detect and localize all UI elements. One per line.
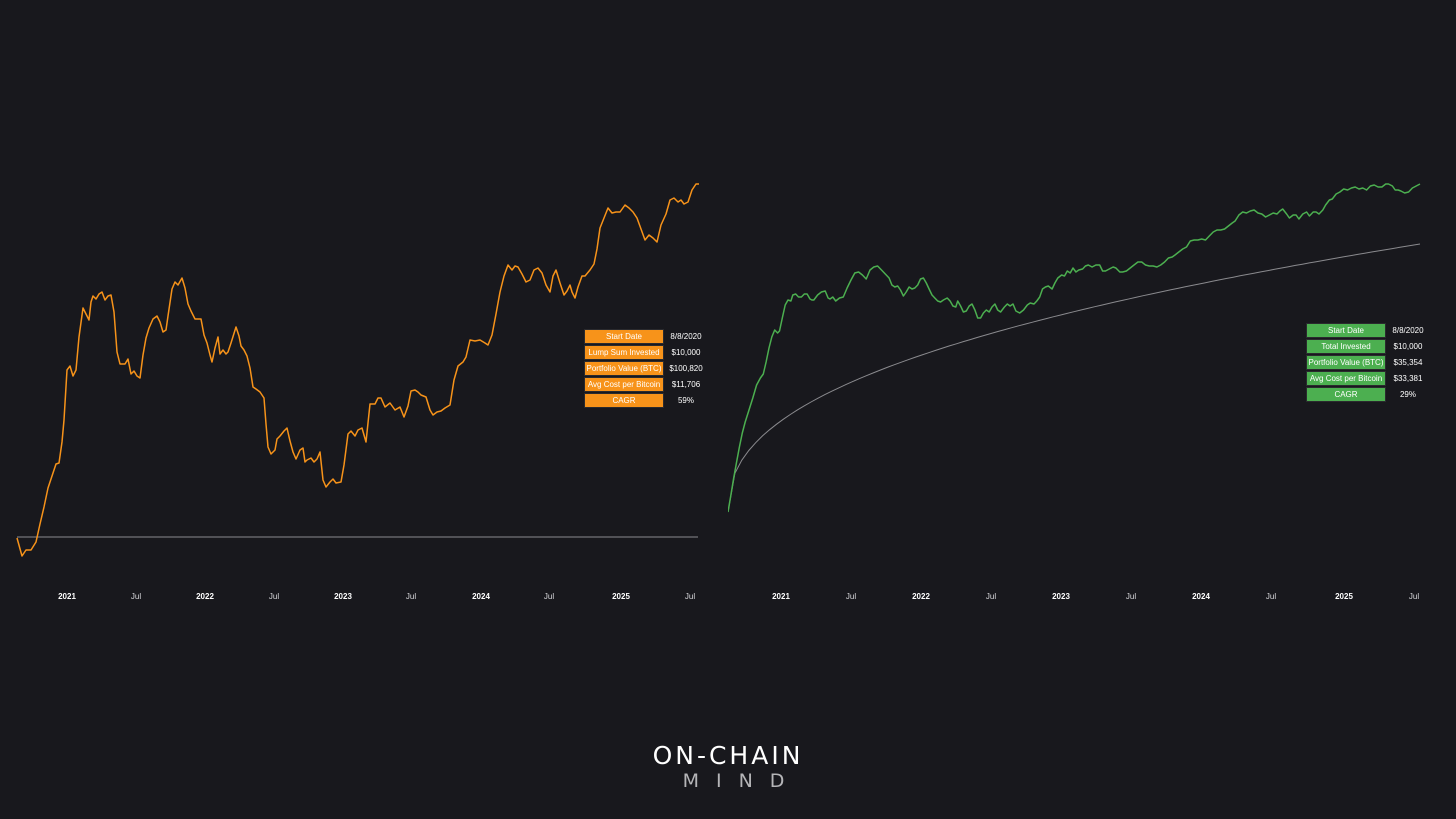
table-row: Start Date 8/8/2020: [1306, 323, 1428, 338]
stat-label: CAGR: [1306, 387, 1386, 402]
x-tick-label: 2025: [612, 592, 630, 601]
stat-value: $35,354: [1393, 358, 1423, 367]
x-tick-label: Jul: [684, 592, 696, 601]
stat-label: Start Date: [584, 329, 664, 344]
stat-value: 8/8/2020: [1392, 326, 1424, 335]
stat-value: 29%: [1399, 390, 1416, 399]
x-tick-label: 2025: [1335, 592, 1353, 601]
table-row: CAGR 29%: [1306, 387, 1428, 402]
stat-value: 59%: [677, 396, 694, 405]
table-row: Avg Cost per Bitcoin $11,706: [584, 377, 706, 392]
stat-value: $33,381: [1393, 374, 1423, 383]
x-tick-label: 2024: [1192, 592, 1210, 601]
x-tick-label: 2023: [334, 592, 352, 601]
table-row: Lump Sum Invested $10,000: [584, 345, 706, 360]
table-row: CAGR 59%: [584, 393, 706, 408]
x-tick-label: 2022: [912, 592, 930, 601]
stat-label: CAGR: [584, 393, 664, 408]
x-tick-label: 2021: [58, 592, 76, 601]
x-tick-label: Jul: [405, 592, 417, 601]
stat-label: Total Invested: [1306, 339, 1386, 354]
stat-label: Portfolio Value (BTC): [584, 361, 664, 376]
portfolio-value-line: [728, 183, 1421, 513]
stat-label: Start Date: [1306, 323, 1386, 338]
table-row: Portfolio Value (BTC) $100,820: [584, 361, 706, 376]
x-tick-label: 2024: [472, 592, 490, 601]
lump-sum-stats-table: Start Date 8/8/2020 Lump Sum Invested $10,…: [584, 328, 706, 409]
lump-sum-plot-area: [16, 183, 699, 557]
x-tick-label: Jul: [1125, 592, 1137, 601]
table-row: Portfolio Value (BTC) $35,354: [1306, 355, 1428, 370]
table-row: Start Date 8/8/2020: [584, 329, 706, 344]
lump-sum-chart: 2021 Jul 2022 Jul 2023 Jul 2024 Jul 2025 Jul Star…: [0, 0, 728, 620]
stat-value: $100,820: [669, 364, 703, 373]
table-row: Total Invested $10,000: [1306, 339, 1428, 354]
portfolio-value-line: [16, 183, 699, 557]
x-tick-label: 2021: [772, 592, 790, 601]
stat-value: 8/8/2020: [670, 332, 702, 341]
x-tick-label: Jul: [1265, 592, 1277, 601]
x-tick-label: Jul: [543, 592, 555, 601]
x-tick-label: Jul: [130, 592, 142, 601]
logo-wordmark-bottom: MIND: [682, 770, 802, 792]
stat-label: Lump Sum Invested: [584, 345, 664, 360]
stat-label: Portfolio Value (BTC): [1306, 355, 1386, 370]
table-row: Avg Cost per Bitcoin $33,381: [1306, 371, 1428, 386]
total-invested-curve: [728, 243, 1421, 513]
x-tick-label: Jul: [1408, 592, 1420, 601]
x-tick-label: 2023: [1052, 592, 1070, 601]
dca-stats-table: Start Date 8/8/2020 Total Invested $10,000…: [1306, 322, 1428, 403]
dca-plot-area: [728, 183, 1421, 513]
logo-wordmark-top: ON-CHAIN: [652, 741, 804, 770]
stat-value: $10,000: [671, 348, 701, 357]
stat-value: $11,706: [671, 380, 701, 389]
stat-label: Avg Cost per Bitcoin: [584, 377, 664, 392]
dca-chart: 2021 Jul 2022 Jul 2023 Jul 2024 Jul 2025 Jul Star…: [728, 0, 1456, 620]
x-tick-label: Jul: [985, 592, 997, 601]
stat-value: $10,000: [1393, 342, 1423, 351]
stat-label: Avg Cost per Bitcoin: [1306, 371, 1386, 386]
x-tick-label: Jul: [845, 592, 857, 601]
x-tick-label: 2022: [196, 592, 214, 601]
x-tick-label: Jul: [268, 592, 280, 601]
